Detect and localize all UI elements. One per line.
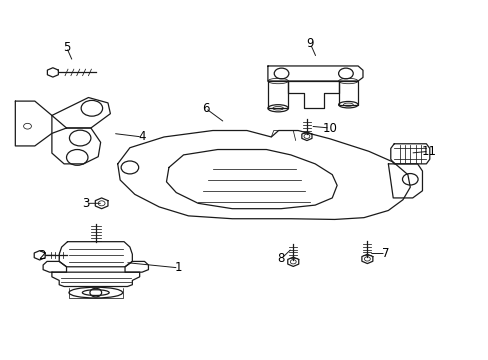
- Text: 11: 11: [421, 145, 435, 158]
- Text: 9: 9: [306, 37, 313, 50]
- Text: 3: 3: [82, 197, 89, 210]
- Text: 5: 5: [62, 41, 70, 54]
- Text: 10: 10: [322, 122, 337, 135]
- Text: 7: 7: [382, 247, 389, 260]
- Text: 1: 1: [175, 261, 182, 274]
- Text: 4: 4: [138, 130, 145, 144]
- Text: 2: 2: [39, 249, 46, 262]
- Text: 6: 6: [202, 102, 209, 115]
- Text: 8: 8: [277, 252, 284, 265]
